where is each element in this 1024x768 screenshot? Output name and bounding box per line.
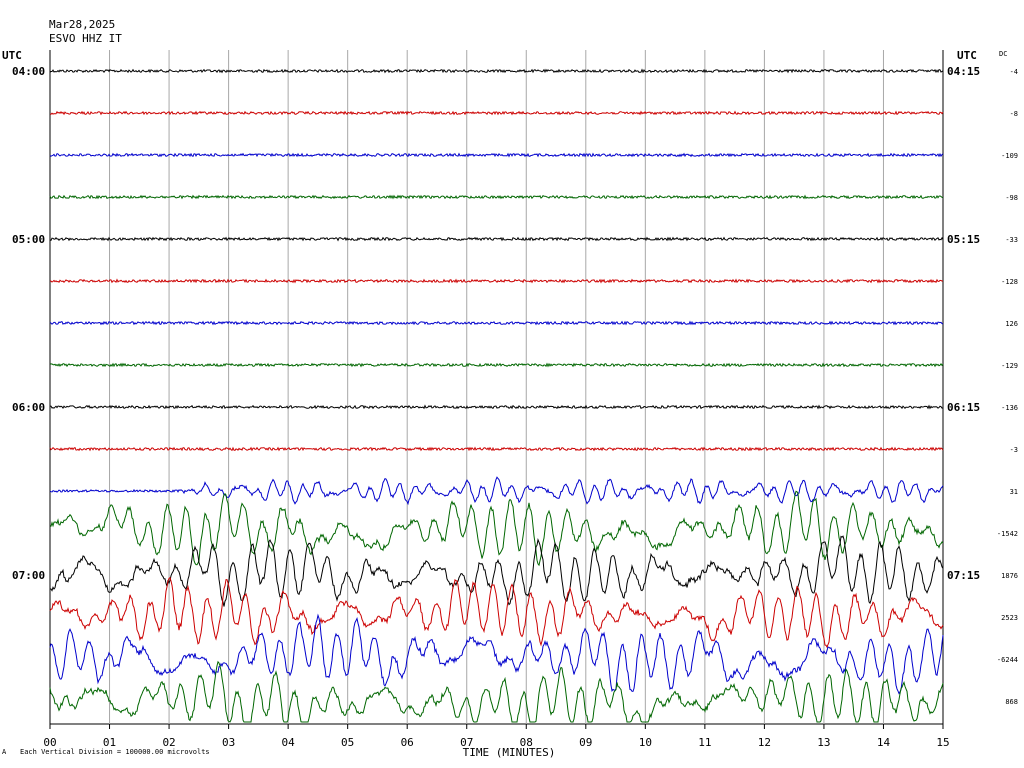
dc-offset-label: -4 — [1010, 68, 1018, 76]
dc-offset-label: -3 — [1010, 446, 1018, 454]
dc-offset-label: -128 — [1001, 278, 1018, 286]
trace-row-10 — [49, 476, 944, 506]
trace-row-1 — [50, 110, 944, 116]
trace-row-0 — [49, 68, 944, 74]
x-tick-label: 15 — [936, 736, 949, 749]
dc-offset-label: -129 — [1001, 362, 1018, 370]
trace-row-7 — [49, 362, 944, 368]
x-tick-label: 11 — [698, 736, 711, 749]
dc-offset-label: 31 — [1010, 488, 1018, 496]
dc-offset-label: 868 — [1005, 698, 1018, 706]
dc-offset-label: -98 — [1005, 194, 1018, 202]
trace-row-3 — [49, 194, 944, 200]
left-timezone-label: UTC — [2, 49, 22, 62]
x-tick-label: 14 — [877, 736, 891, 749]
x-tick-label: 08 — [520, 736, 533, 749]
trace-row-4 — [49, 236, 944, 242]
trace-row-14 — [49, 613, 944, 695]
left-time-label: 05:00 — [12, 233, 45, 246]
dc-column-label: DC — [999, 50, 1008, 58]
x-tick-label: 13 — [817, 736, 830, 749]
dc-offset-label: 1876 — [1001, 572, 1018, 580]
x-tick-label: 12 — [758, 736, 771, 749]
trace-row-11 — [49, 490, 944, 567]
trace-row-13 — [49, 576, 944, 649]
trace-row-15 — [49, 660, 944, 723]
right-timezone-label: UTC — [957, 49, 977, 62]
trace-row-6 — [49, 320, 944, 326]
x-tick-label: 02 — [162, 736, 175, 749]
x-tick-label: 06 — [401, 736, 414, 749]
trace-row-2 — [49, 152, 944, 158]
right-time-label: 06:15 — [947, 401, 980, 414]
right-time-label: 07:15 — [947, 569, 980, 582]
dc-offset-label: -136 — [1001, 404, 1018, 412]
trace-row-8 — [50, 404, 944, 410]
trace-row-5 — [49, 278, 944, 284]
vertical-scale-note: Each Vertical Division = 100000.00 micro… — [20, 748, 210, 756]
x-tick-label: 09 — [579, 736, 592, 749]
left-time-label: 04:00 — [12, 65, 45, 78]
right-time-label: 05:15 — [947, 233, 980, 246]
trace-row-9 — [49, 446, 944, 452]
left-time-label: 06:00 — [12, 401, 45, 414]
x-tick-label: 07 — [460, 736, 473, 749]
dc-offset-label: -33 — [1005, 236, 1018, 244]
x-tick-label: 03 — [222, 736, 235, 749]
footnote-marker: A — [2, 748, 7, 756]
left-time-label: 07:00 — [12, 569, 45, 582]
x-tick-label: 10 — [639, 736, 652, 749]
x-tick-label: 05 — [341, 736, 354, 749]
dc-offset-label: 2523 — [1001, 614, 1018, 622]
x-axis-label: TIME (MINUTES) — [463, 746, 556, 759]
x-tick-label: 01 — [103, 736, 116, 749]
dc-offset-label: -1542 — [997, 530, 1018, 538]
dc-offset-label: 126 — [1005, 320, 1018, 328]
x-tick-label: 04 — [282, 736, 296, 749]
station-id: ESVO HHZ IT — [49, 32, 122, 45]
trace-row-12 — [50, 535, 944, 607]
right-time-label: 04:15 — [947, 65, 980, 78]
x-tick-label: 00 — [43, 736, 56, 749]
dc-offset-label: -109 — [1001, 152, 1018, 160]
plot-date: Mar28,2025 — [49, 18, 116, 31]
dc-offset-label: -8 — [1010, 110, 1018, 118]
dc-offset-label: -6244 — [997, 656, 1018, 664]
